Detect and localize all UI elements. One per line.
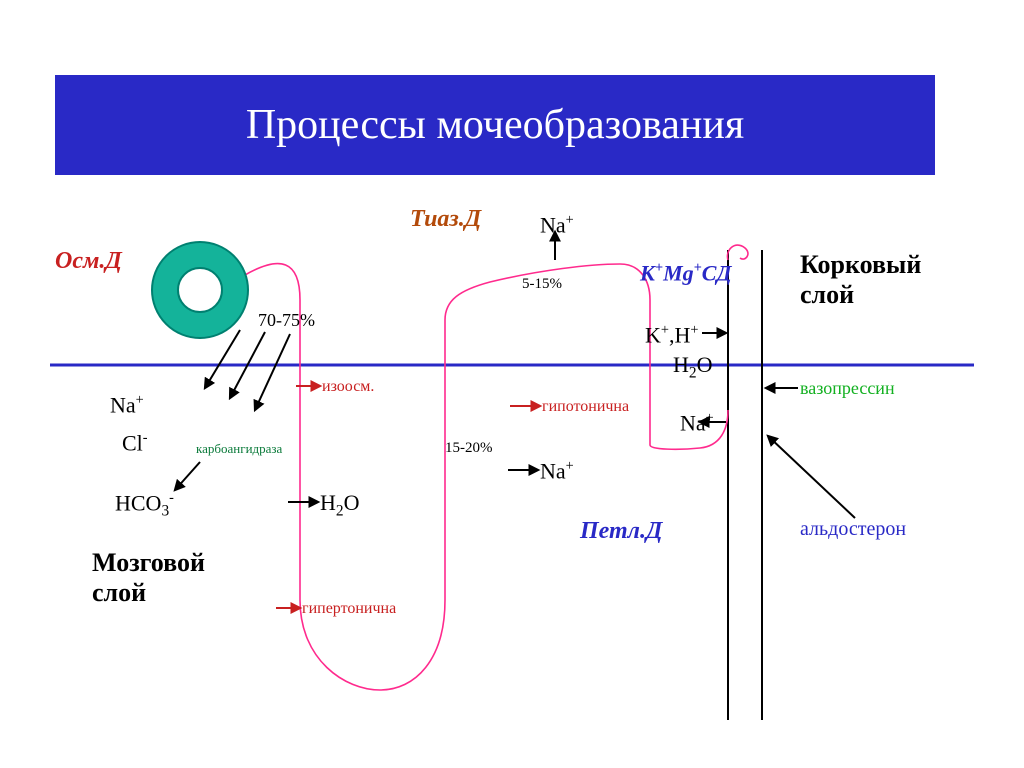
arrow-arr_hco3 bbox=[175, 462, 200, 490]
diagram-stage: Процессы мочеобразованияОсм.ДТиаз.ДК+Мg+… bbox=[0, 0, 1024, 768]
label-hyperton: гипертонична bbox=[302, 600, 396, 618]
arrow-arr_70a bbox=[205, 330, 240, 388]
label-p70_75: 70-75% bbox=[258, 310, 315, 331]
label-p15_20: 15-20% bbox=[445, 440, 493, 457]
label-aldosterone: альдостерон bbox=[800, 518, 906, 541]
label-na_top: Na+ bbox=[540, 212, 574, 238]
label-na_r: Na+ bbox=[680, 410, 714, 436]
label-isoosm: изоосм. bbox=[322, 378, 374, 396]
label-p5_15: 5-15% bbox=[522, 276, 562, 293]
label-kmg_cd: К+Мg+СД bbox=[640, 260, 732, 286]
label-cl: Cl- bbox=[122, 430, 148, 456]
label-na_mid: Na+ bbox=[540, 458, 574, 484]
nephron-tubule-path bbox=[245, 245, 748, 690]
label-h2o_left: H2O bbox=[320, 490, 359, 520]
arrow-arr_aldo bbox=[768, 436, 855, 518]
label-vasopressin: вазопрессин bbox=[800, 378, 895, 399]
label-hco3: HCO3- bbox=[115, 490, 174, 520]
label-tiaz_d: Тиаз.Д bbox=[410, 206, 481, 234]
label-medulla: Мозговойслой bbox=[92, 548, 205, 608]
label-hypoton: гипотонична bbox=[542, 398, 629, 416]
label-na_left: Na+ bbox=[110, 392, 144, 418]
glomerulus-inner bbox=[178, 268, 222, 312]
label-carbanh: карбоангидраза bbox=[196, 442, 282, 457]
label-petl_d: Петл.Д bbox=[580, 518, 662, 546]
label-cortex: Корковыйслой bbox=[800, 250, 921, 310]
label-kh: K+,H+ bbox=[645, 322, 698, 348]
label-h2o_r: H2O bbox=[673, 352, 712, 382]
arrow-arr_70c bbox=[255, 334, 290, 410]
label-osm_d: Осм.Д bbox=[55, 248, 122, 276]
